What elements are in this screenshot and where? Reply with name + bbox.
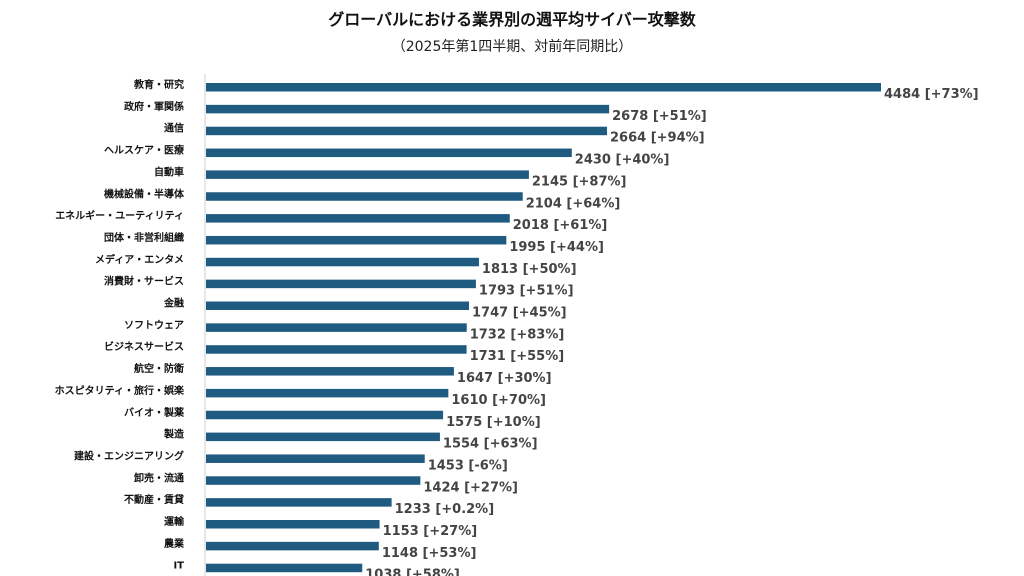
bar <box>206 432 440 442</box>
bar <box>206 323 467 332</box>
data-label: 1153 [+27%] <box>383 524 478 539</box>
chart-title: グローバルにおける業界別の週平均サイバー攻撃数 <box>328 10 696 29</box>
data-label: 2104 [+64%] <box>526 196 621 211</box>
category-label: ヘルスケア・医療 <box>104 144 184 157</box>
data-label: 1610 [+70%] <box>451 393 546 408</box>
data-label: 2145 [+87%] <box>532 174 627 189</box>
bar <box>206 235 507 245</box>
category-label: エネルギー・ユーティリティ <box>55 209 184 222</box>
bar <box>206 257 479 267</box>
bar <box>206 520 380 529</box>
category-label: ビジネスサービス <box>104 340 184 353</box>
category-label: 機械設備・半導体 <box>104 187 185 200</box>
bar <box>206 104 610 114</box>
data-label: 1575 [+10%] <box>446 415 541 430</box>
category-label: 通信 <box>164 122 184 135</box>
bar <box>206 541 379 551</box>
data-label: 4484 [+73%] <box>884 87 979 102</box>
bar <box>206 214 510 223</box>
category-label: メディア・エンタメ <box>95 253 184 266</box>
bar <box>206 170 529 179</box>
bar <box>206 476 421 485</box>
bar <box>206 148 572 158</box>
data-label: 1647 [+30%] <box>457 371 552 386</box>
category-label: 消費財・サービス <box>104 275 184 288</box>
category-label: 自動車 <box>154 165 184 178</box>
data-label: 1732 [+83%] <box>470 327 565 342</box>
bar <box>206 192 523 201</box>
chart-subtitle: （2025年第1四半期、対前年同期比） <box>391 39 633 55</box>
category-label: 不動産・賃貸 <box>124 493 184 506</box>
bar <box>206 126 608 136</box>
bar <box>206 498 392 507</box>
bar <box>206 410 444 420</box>
data-label: 2664 [+94%] <box>610 131 705 146</box>
data-label: 1793 [+51%] <box>479 284 574 299</box>
category-label: 農業 <box>164 537 185 550</box>
bar <box>206 301 469 310</box>
category-label: IT <box>173 561 184 572</box>
data-label: 1424 [+27%] <box>423 480 518 495</box>
data-label: 1148 [+53%] <box>382 546 477 561</box>
category-label: ソフトウェア <box>124 319 184 331</box>
category-label: バイオ・製薬 <box>124 406 185 419</box>
data-label: 1554 [+63%] <box>443 437 538 452</box>
category-label: 航空・防衛 <box>134 362 184 375</box>
category-label: 製造 <box>163 428 185 441</box>
data-label: 2678 [+51%] <box>612 109 707 124</box>
data-label: 2018 [+61%] <box>513 218 608 233</box>
category-label: ホスピタリティ・旅行・娯楽 <box>55 384 185 397</box>
data-label: 1747 [+45%] <box>472 306 567 321</box>
category-label: 卸売・流通 <box>134 471 184 484</box>
category-label: 運輸 <box>164 515 185 528</box>
bar <box>206 345 467 354</box>
bar <box>206 279 476 289</box>
data-label: 1731 [+55%] <box>470 349 565 364</box>
category-label: 教育・研究 <box>133 78 184 91</box>
category-label: 建設・エンジニアリング <box>73 449 184 462</box>
data-label: 1453 [-6%] <box>428 458 508 473</box>
data-label: 1233 [+0.2%] <box>395 502 495 517</box>
bar <box>206 563 363 573</box>
data-label: 1995 [+44%] <box>509 240 604 255</box>
bar <box>206 83 881 92</box>
data-label: 2430 [+40%] <box>575 153 670 168</box>
category-label: 政府・軍関係 <box>124 100 184 113</box>
bar <box>206 367 454 376</box>
bar <box>206 388 449 398</box>
data-label: 1813 [+50%] <box>482 262 577 277</box>
data-label: 1038 [+58%] <box>365 568 460 576</box>
category-label: 金融 <box>163 297 184 310</box>
bar <box>206 454 425 463</box>
category-label: 団体・非営利組織 <box>104 231 184 244</box>
